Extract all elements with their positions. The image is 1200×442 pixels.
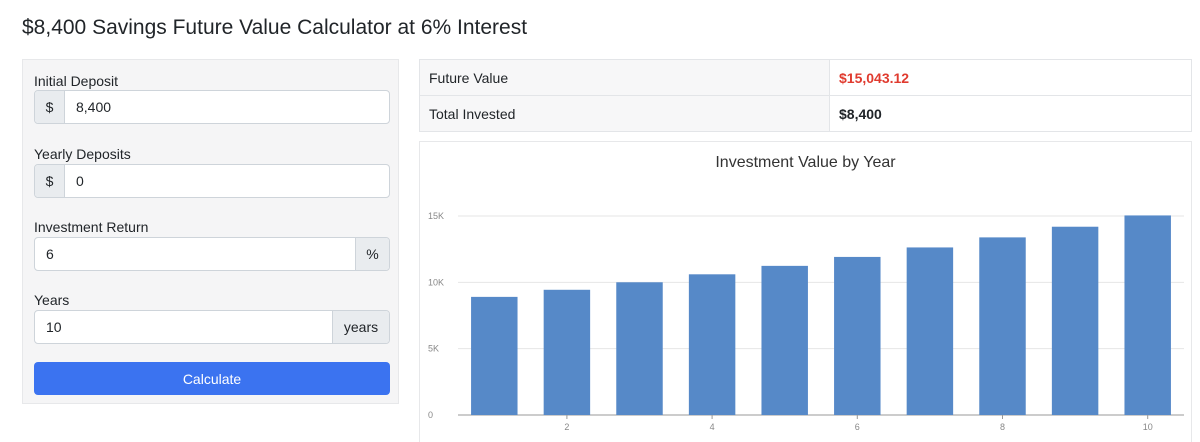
investment-return-input[interactable]: 6 (46, 246, 54, 262)
years-input[interactable]: 10 (46, 319, 62, 335)
x-tick-label: 4 (710, 422, 715, 432)
chart-plot: 0 5K 10K 15K 2 4 6 8 10 (428, 211, 1184, 432)
initial-deposit-field[interactable]: $ 8,400 (34, 90, 390, 124)
bar-year-5 (761, 265, 808, 415)
page-title: $8,400 Savings Future Value Calculator a… (22, 16, 528, 39)
future-value-label: Future Value (419, 59, 830, 96)
bar-year-10 (1124, 215, 1171, 415)
initial-deposit-label: Initial Deposit (34, 73, 119, 89)
yearly-deposits-label: Yearly Deposits (34, 146, 131, 162)
x-tick-label: 8 (1000, 422, 1005, 432)
bar-year-9 (1051, 226, 1099, 415)
y-tick-label: 0 (428, 410, 433, 420)
bar-year-1 (471, 296, 518, 415)
chart-title: Investment Value by Year (715, 154, 896, 171)
years-field[interactable]: 10 years (34, 310, 390, 344)
initial-deposit-currency-addon: $ (35, 91, 65, 123)
calculate-button[interactable]: Calculate (34, 362, 390, 395)
bar-year-2 (543, 289, 591, 415)
y-tick-label: 5K (428, 344, 439, 354)
total-invested-amount: $8,400 (829, 95, 1192, 132)
yearly-deposits-currency-addon: $ (35, 165, 65, 197)
y-tick-label: 15K (428, 211, 444, 221)
y-tick-label: 10K (428, 277, 444, 287)
investment-return-label: Investment Return (34, 219, 149, 235)
x-tick-label: 10 (1143, 422, 1153, 432)
investment-chart: Investment Value by Year 0 5K 10K 15K 2 4 6 8 10 (419, 141, 1192, 442)
bar-year-6 (834, 256, 881, 415)
years-addon: years (332, 311, 389, 343)
initial-deposit-input[interactable]: 8,400 (76, 99, 112, 115)
years-label: Years (34, 292, 70, 308)
total-invested-row: Total Invested $8,400 (419, 95, 1192, 132)
future-value-amount: $15,043.12 (829, 59, 1192, 96)
yearly-deposits-input[interactable]: 0 (76, 173, 84, 189)
bar-year-8 (979, 237, 1026, 415)
yearly-deposits-field[interactable]: $ 0 (34, 164, 390, 198)
x-tick-label: 2 (564, 422, 569, 432)
calculator-form: Initial Deposit $ 8,400 Yearly Deposits … (22, 59, 399, 404)
total-invested-label: Total Invested (419, 95, 830, 132)
bar-year-4 (688, 274, 736, 415)
bar-year-7 (906, 247, 954, 415)
future-value-row: Future Value $15,043.12 (419, 59, 1192, 96)
investment-return-field[interactable]: 6 % (34, 237, 390, 271)
percent-addon: % (355, 238, 389, 270)
results-table: Future Value $15,043.12 Total Invested $… (419, 59, 1192, 132)
bar-year-3 (616, 282, 663, 415)
x-tick-label: 6 (855, 422, 860, 432)
